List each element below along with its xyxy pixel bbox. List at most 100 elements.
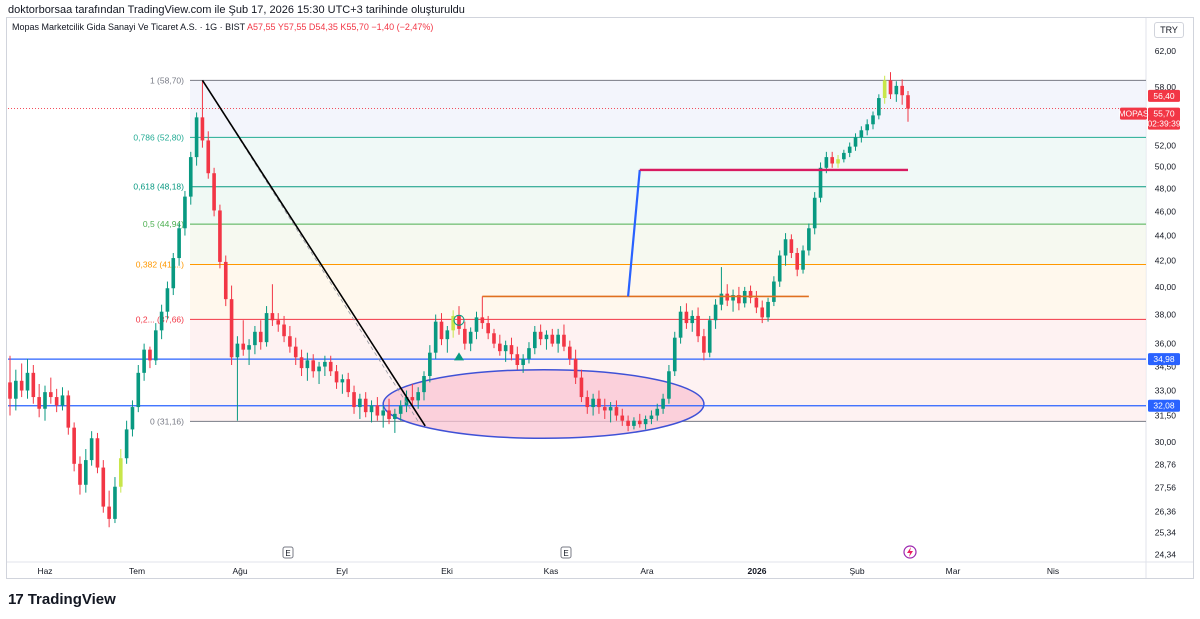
fib-level-label: 0,382 (41,...) — [136, 259, 184, 269]
earnings-marker: E — [560, 546, 572, 559]
tradingview-brand[interactable]: 17 TradingView — [8, 591, 116, 608]
candle-body — [258, 331, 263, 343]
time-tick-label: Ara — [640, 566, 654, 576]
price-tick-label: 46,00 — [1155, 207, 1177, 217]
candle-body — [428, 352, 432, 377]
candle-body — [148, 349, 152, 361]
price-tick-label: 52,00 — [1155, 141, 1177, 151]
candle-body — [387, 410, 391, 419]
candle-body — [305, 360, 310, 369]
price-tick-label: 26,36 — [1155, 506, 1177, 516]
fib-level-label: 0,5 (44,94) — [143, 219, 184, 229]
projection-line — [627, 169, 641, 297]
price-tick-label: 50,00 — [1155, 162, 1177, 172]
candle-body — [136, 372, 141, 408]
candle-body — [37, 397, 41, 409]
candle-body — [643, 418, 648, 425]
candle-body — [562, 334, 566, 347]
candle-body — [235, 343, 240, 358]
candle-body — [579, 377, 584, 398]
candle-body — [159, 311, 164, 331]
candle-body — [632, 420, 636, 426]
tradingview-logo-icon: 17 — [8, 591, 24, 608]
candle-body — [696, 315, 700, 337]
candle-body — [853, 137, 858, 147]
time-tick-label: Nis — [1047, 566, 1059, 576]
candle-body — [218, 210, 222, 262]
price-tag-text: 55,70 — [1153, 109, 1175, 119]
price-tick-label: 58,00 — [1155, 82, 1177, 92]
candle-body — [877, 98, 881, 116]
candle-body — [451, 315, 455, 331]
candle-body — [229, 299, 234, 358]
candle-body — [317, 366, 321, 372]
candle-body — [165, 288, 170, 312]
symbol-info: Mopas Marketcilik Gida Sanayi Ve Ticaret… — [12, 22, 433, 32]
price-tick-label: 40,00 — [1155, 282, 1177, 292]
fib-zone-band — [190, 186, 1146, 225]
candle-body — [585, 397, 590, 408]
candle-body — [60, 395, 65, 406]
candle-body — [818, 167, 823, 198]
candle-body — [783, 239, 788, 256]
candle-body — [795, 252, 800, 270]
candle-body — [282, 324, 286, 337]
buy-signal-arrow-icon — [454, 352, 464, 361]
price-tick-label: 30,00 — [1155, 437, 1177, 447]
currency-button[interactable]: TRY — [1154, 22, 1184, 38]
candle-body — [311, 360, 316, 372]
price-tag-text: 34,98 — [1153, 354, 1175, 364]
candle-body — [89, 438, 94, 461]
candle-body — [649, 415, 654, 419]
candle-body — [661, 398, 665, 409]
candle-body — [498, 343, 502, 352]
candle-body — [812, 197, 817, 229]
price-tick-label: 33,00 — [1155, 385, 1177, 395]
candle-body — [824, 157, 829, 168]
time-tick-label: Tem — [129, 566, 145, 576]
candle-body — [847, 146, 852, 153]
candle-body — [95, 438, 100, 468]
candle-body — [871, 115, 875, 125]
lightning-bolt-icon — [907, 547, 913, 557]
candle-body — [43, 392, 47, 409]
chart-frame — [6, 17, 1194, 579]
candle-body — [49, 392, 53, 398]
candle-body — [521, 358, 525, 365]
candle-body — [66, 395, 71, 428]
price-tag-last: 55,70 — [1148, 107, 1180, 120]
candle-body — [544, 334, 549, 340]
candle-body — [737, 295, 741, 304]
candle-body — [620, 415, 625, 421]
candle-body — [253, 331, 257, 346]
candle-body — [334, 371, 339, 383]
price-tick-label: 48,00 — [1155, 184, 1177, 194]
candle-body — [393, 413, 397, 419]
candle-body — [719, 293, 724, 305]
candle-body — [900, 85, 904, 96]
price-tick-label: 25,34 — [1155, 528, 1177, 538]
candle-body — [608, 407, 613, 411]
candle-body — [772, 281, 776, 302]
price-tag-text: 56,40 — [1153, 91, 1175, 101]
price-tick-label: 34,50 — [1155, 362, 1177, 372]
candle-body — [328, 361, 333, 372]
earnings-marker: E — [282, 546, 294, 559]
fib-level-label: 0,786 (52,80) — [133, 132, 184, 142]
candle-body — [19, 380, 24, 391]
candle-body — [527, 348, 531, 359]
price-tag-text: 32,08 — [1153, 401, 1175, 411]
candle-body — [54, 397, 59, 406]
candle-body — [130, 407, 135, 430]
time-tick-label: Haz — [37, 566, 52, 576]
candle-body — [836, 159, 840, 164]
fib-zone-band — [190, 264, 1146, 320]
time-tick-label: Eyl — [336, 566, 348, 576]
price-tick-label: 38,00 — [1155, 310, 1177, 320]
candle-body — [707, 320, 712, 353]
candle-body — [486, 323, 490, 334]
support-zone-ellipse — [382, 368, 705, 439]
price-tick-label: 31,50 — [1155, 411, 1177, 421]
candle-body — [678, 311, 683, 338]
